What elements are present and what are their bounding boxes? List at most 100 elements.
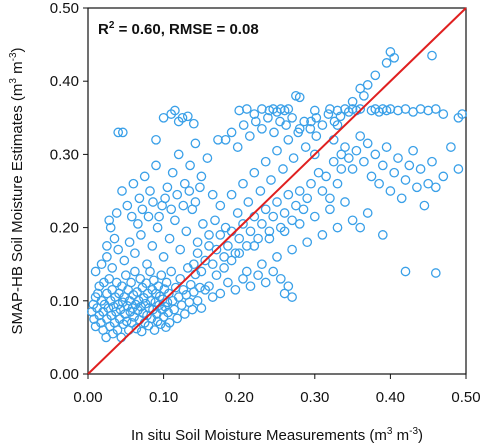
data-point	[121, 316, 132, 327]
data-point	[182, 111, 193, 122]
data-point	[148, 197, 158, 207]
data-point	[453, 164, 464, 174]
data-point	[438, 109, 449, 119]
data-point	[102, 241, 112, 251]
data-point	[268, 266, 279, 277]
data-point	[234, 105, 245, 116]
data-point	[325, 193, 335, 204]
data-point	[196, 171, 207, 182]
data-point	[120, 270, 131, 281]
data-point	[423, 178, 434, 189]
data-point	[275, 273, 286, 284]
data-point	[249, 167, 260, 178]
data-point	[404, 160, 415, 171]
data-point	[393, 105, 403, 116]
plot-frame	[87, 7, 467, 375]
data-point	[177, 112, 188, 123]
data-point	[370, 70, 381, 81]
data-point	[192, 295, 203, 306]
data-point	[105, 222, 116, 233]
data-point	[96, 259, 107, 270]
data-point	[198, 219, 208, 229]
data-point	[92, 288, 103, 299]
data-point	[116, 332, 127, 343]
data-point	[175, 244, 186, 255]
data-point	[281, 120, 291, 130]
data-point	[287, 215, 297, 226]
data-point	[298, 204, 309, 215]
data-point	[130, 266, 140, 277]
data-point	[134, 193, 145, 204]
data-point	[172, 189, 183, 200]
data-point	[104, 215, 115, 226]
stats-annotation: R2 = 0.60, RMSE = 0.08	[98, 20, 259, 38]
data-point	[377, 230, 388, 240]
data-point	[136, 326, 147, 337]
data-point	[147, 241, 158, 251]
data-point	[309, 211, 320, 222]
data-point	[188, 287, 199, 297]
data-point	[244, 131, 255, 141]
data-point	[362, 80, 373, 90]
data-point	[355, 83, 366, 94]
data-point	[266, 175, 276, 185]
data-point	[287, 292, 297, 302]
data-point	[457, 109, 468, 119]
data-point	[328, 156, 339, 167]
data-point	[446, 142, 456, 152]
data-point	[119, 255, 130, 266]
data-point	[302, 237, 313, 248]
data-point	[195, 182, 205, 193]
data-point	[156, 270, 167, 281]
data-point	[263, 112, 273, 123]
data-point	[299, 116, 310, 127]
data-point	[311, 131, 322, 141]
y-tick-label: 0.30	[50, 146, 79, 163]
data-point	[400, 266, 411, 277]
data-point	[332, 178, 343, 189]
data-point	[279, 208, 290, 218]
x-tick-label: 0.40	[376, 389, 405, 406]
data-point	[415, 104, 426, 114]
data-point	[250, 116, 261, 127]
data-point	[154, 291, 165, 302]
data-point	[172, 313, 183, 324]
data-point	[113, 299, 124, 310]
data-point	[351, 145, 362, 156]
y-tick-label: 0.50	[50, 0, 79, 17]
data-point	[207, 259, 218, 270]
data-point	[145, 186, 155, 196]
data-point	[151, 160, 161, 171]
x-tick-label: 0.30	[300, 389, 329, 406]
data-point	[343, 153, 354, 163]
data-point	[215, 200, 226, 211]
data-point	[122, 200, 133, 211]
x-tick-label: 0.20	[225, 389, 254, 406]
data-point	[325, 104, 335, 114]
data-point	[160, 193, 170, 204]
data-point	[313, 167, 324, 178]
data-point	[133, 219, 143, 229]
data-point	[309, 149, 320, 160]
data-point	[288, 153, 299, 163]
data-point	[381, 142, 392, 152]
data-point	[385, 186, 396, 196]
data-point	[226, 255, 237, 266]
y-tick-label: 0.20	[50, 220, 79, 237]
data-point	[253, 233, 263, 244]
data-point	[329, 116, 340, 127]
data-point	[207, 189, 218, 200]
data-point	[389, 52, 400, 63]
data-point	[427, 50, 437, 61]
data-point	[170, 105, 180, 116]
data-point	[188, 118, 199, 129]
data-point	[148, 275, 159, 286]
data-point	[158, 252, 169, 262]
data-point	[257, 259, 267, 270]
y-tick-label: 0.00	[50, 366, 79, 383]
data-point	[238, 219, 248, 229]
data-point	[355, 222, 366, 233]
data-point	[347, 96, 358, 107]
data-point	[166, 266, 177, 277]
data-point	[374, 178, 384, 189]
